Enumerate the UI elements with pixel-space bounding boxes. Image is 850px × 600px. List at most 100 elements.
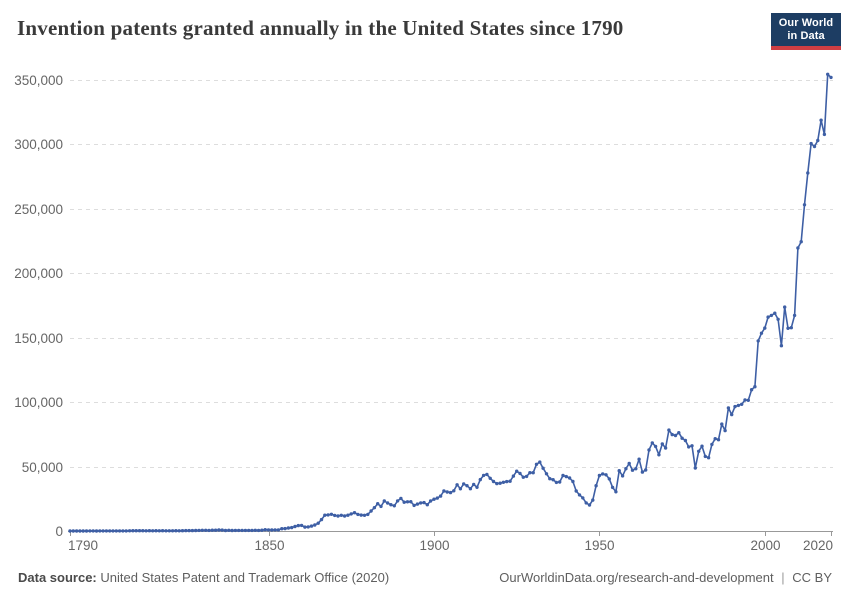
chart-footer: Data source: United States Patent and Tr… [0,568,850,592]
owid-logo[interactable]: Our World in Data [771,13,841,50]
data-point [610,485,615,490]
data-point [597,473,602,478]
data-point [187,528,191,533]
data-point [392,504,396,508]
data-point [630,468,635,472]
data-point [607,477,611,481]
data-point [121,529,125,533]
data-point [372,506,377,510]
y-tick-label: 150,000 [14,331,63,346]
data-point [501,480,506,484]
data-source-text: United States Patent and Trademark Offic… [100,570,390,585]
data-point [809,141,813,146]
data-point [445,490,449,494]
owid-logo-line2: in Data [787,30,825,42]
data-point [829,75,833,80]
data-point [428,499,433,503]
data-point [409,500,413,504]
data-point [462,482,466,486]
data-point [571,479,575,484]
data-point [515,469,519,473]
owid-url-link[interactable]: OurWorldinData.org/research-and-developm… [499,570,774,585]
data-point [223,528,228,533]
data-point [730,412,734,417]
data-point [137,529,142,533]
data-point [306,525,310,529]
data-point [756,339,760,343]
data-point [524,474,529,479]
data-point [733,404,737,409]
data-point [802,203,807,207]
data-point [425,503,429,507]
data-point [134,529,138,533]
data-point [98,529,102,533]
data-point [160,529,165,533]
data-point [769,313,774,318]
data-point [789,326,793,330]
data-point [253,528,257,532]
data-point [333,513,337,518]
page-title: Invention patents granted annually in th… [17,16,624,40]
data-point [481,473,486,478]
data-point [167,529,171,533]
data-point [498,481,502,485]
data-point [720,422,724,426]
data-point [561,473,565,478]
data-point [478,477,482,482]
data-point [826,72,830,77]
y-tick-label: 250,000 [14,202,63,217]
data-point [233,528,238,533]
data-point [786,326,790,330]
data-point [657,453,661,457]
data-point [194,528,198,533]
data-point [78,529,82,533]
data-point [650,441,654,445]
data-source-label: Data source: [18,570,97,585]
data-point [472,482,476,487]
data-point [207,528,211,533]
data-point [84,529,89,533]
data-point [713,437,717,441]
data-point [395,499,400,503]
data-point [574,489,578,493]
data-point [117,529,122,533]
data-point [538,460,542,464]
data-point [819,118,823,122]
data-point [91,529,95,533]
data-point [204,528,208,532]
data-point [101,529,105,533]
data-point [667,428,671,432]
data-point [465,484,469,488]
data-source-note: Data source: United States Patent and Tr… [18,570,389,585]
data-point [776,317,780,321]
data-point [286,526,291,530]
data-point [299,523,304,528]
data-point [591,498,595,502]
data-point [601,472,605,476]
data-point [276,528,281,532]
data-point [280,527,284,531]
y-tick-label: 200,000 [14,266,63,281]
data-point [640,470,645,474]
data-point [250,528,254,533]
owid-logo-line1: Our World [778,17,834,29]
data-point [313,523,317,527]
data-point [104,529,109,533]
data-point [382,499,386,503]
data-point [792,313,797,318]
data-point [131,529,135,533]
data-point [432,497,436,501]
data-point [558,480,562,484]
data-point [260,528,264,532]
data-point [220,528,224,532]
data-point [177,529,181,533]
data-point [422,500,426,505]
data-point [141,529,145,533]
data-point [647,448,651,452]
data-point [534,462,539,466]
data-point [637,457,641,461]
data-point [124,529,128,533]
data-point [200,528,204,532]
data-point [624,467,628,471]
